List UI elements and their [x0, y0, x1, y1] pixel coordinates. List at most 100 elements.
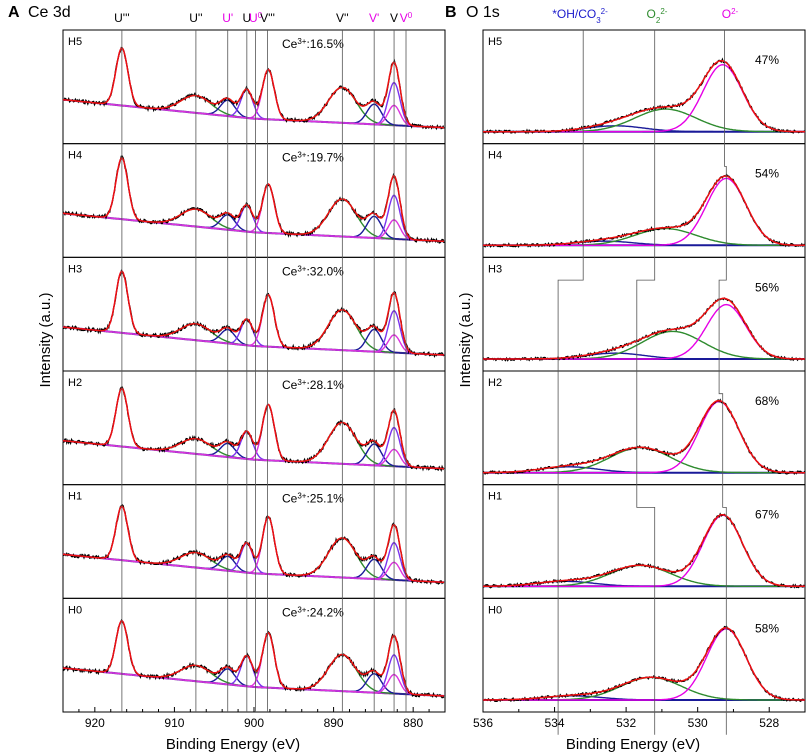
x-tick-label: 920	[85, 716, 105, 730]
lattice-oxygen-component-line	[483, 303, 805, 360]
component-Vmain-line	[62, 212, 445, 242]
ce3-superscript: 3+	[297, 37, 306, 46]
lattice-oxygen-percent: 58%	[755, 621, 779, 635]
legend-entry: O2-	[722, 7, 739, 22]
raw-data-line	[482, 57, 806, 135]
legend-entry: *OH/CO32-	[552, 7, 608, 25]
legend-sup: 2-	[660, 7, 667, 16]
subplot-frame	[482, 29, 806, 145]
subplot-frame	[482, 143, 806, 258]
ce3-value: :24.2%	[306, 605, 344, 619]
x-tick-label: 534	[545, 716, 565, 730]
panel-a-chart: H5 Ce3+:16.5%H4 Ce3+:19.7%H3 Ce3+:32.0%H2 Ce…	[62, 29, 446, 730]
ce3-fraction-label: Ce3+:19.7%	[282, 150, 344, 165]
raw-data-line	[482, 398, 806, 475]
lattice-guide-line	[718, 30, 727, 735]
subplot-frame	[482, 484, 806, 599]
envelope-line	[62, 157, 445, 243]
panel-b-letter: B	[445, 4, 457, 21]
ce3d-subplot-H1: H1 Ce3+:25.1%	[62, 484, 446, 599]
ce3-value: :32.0%	[306, 264, 344, 278]
lattice-oxygen-component-line	[483, 63, 805, 133]
sample-label: H2	[68, 377, 82, 389]
lattice-oxygen-percent: 68%	[755, 394, 779, 408]
component-U-line	[62, 208, 445, 242]
ce3d-subplot-H4: H4 Ce3+:19.7%	[62, 143, 446, 258]
legend-sub: 3	[596, 16, 601, 25]
x-tick-label: 528	[759, 716, 779, 730]
x-tick-label: 880	[403, 716, 423, 730]
o1s-subplot-H5: H5 47%	[482, 29, 806, 145]
o1s-subplot-H2: H2 68%	[482, 370, 806, 486]
raw-data-line	[482, 625, 806, 703]
raw-data-line	[482, 512, 806, 589]
x-tick-label: 890	[324, 716, 344, 730]
legend-sup: 2-	[601, 7, 608, 16]
subplot-frame	[62, 484, 446, 599]
ce3-text: Ce	[282, 151, 298, 165]
peak-label: U'''	[114, 11, 130, 25]
x-tick-label: 530	[688, 716, 708, 730]
lattice-oxygen-percent: 67%	[755, 508, 779, 522]
o1s-subplot-H1: H1 67%	[482, 484, 806, 599]
peak-label: U'	[222, 11, 233, 25]
legend-main: O	[647, 7, 656, 21]
peroxide-component-line	[483, 676, 805, 701]
peak-label-sup: 0	[408, 11, 413, 20]
panel-b-xlabel: Binding Energy (eV)	[566, 736, 700, 753]
envelope-line	[62, 505, 445, 584]
peroxide-guide-line	[636, 30, 656, 735]
sample-label: H3	[488, 263, 502, 275]
ce3-fraction-label: Ce3+:25.1%	[282, 491, 344, 506]
ce3-value: :16.5%	[306, 37, 344, 51]
ce3-text: Ce	[282, 605, 298, 619]
panel-b-title: O 1s	[466, 4, 500, 21]
panel-a-ylabel: Intensity (a.u.)	[37, 292, 54, 387]
sample-label: H1	[68, 491, 82, 503]
panel-a-header: A Ce 3d	[8, 4, 71, 21]
peak-label: V	[390, 11, 398, 25]
peak-label: U0	[249, 11, 263, 26]
peak-label: U	[243, 11, 252, 25]
ce3-value: :25.1%	[306, 492, 344, 506]
peak-label-main: V	[400, 11, 408, 25]
peak-label-sup: 0	[258, 11, 263, 20]
o1s-subplot-H3: H3 56%	[482, 256, 806, 372]
component-Vmain-line	[62, 553, 445, 583]
peak-label: V0	[400, 11, 413, 26]
o1s-subplot-H0: H0 58%	[482, 597, 806, 713]
hydroxyl-guide-line	[557, 30, 584, 735]
x-tick-label: 536	[473, 716, 493, 730]
envelope-line	[482, 513, 805, 588]
ce3d-subplot-H3: H3 Ce3+:32.0%	[62, 256, 446, 372]
legend-main: O	[722, 7, 731, 21]
component-Vmain-line	[62, 440, 444, 470]
lattice-oxygen-percent: 54%	[755, 167, 779, 181]
peak-label: U''	[189, 11, 202, 25]
ce3-fraction-label: Ce3+:16.5%	[282, 37, 344, 52]
subplot-frame	[482, 597, 806, 713]
sample-label: H0	[488, 604, 502, 616]
envelope-line	[483, 399, 805, 474]
ce3-text: Ce	[282, 492, 298, 506]
envelope-line	[483, 627, 805, 701]
ce3-fraction-label: Ce3+:28.1%	[282, 378, 344, 393]
envelope-line	[483, 297, 805, 360]
o1s-subplot-H4: H4 54%	[482, 143, 806, 258]
ce3-value: :28.1%	[306, 378, 344, 392]
component-U-line	[62, 88, 444, 129]
component-Vmain-line	[62, 667, 445, 697]
sample-label: H5	[68, 36, 82, 48]
ce3-superscript: 3+	[297, 491, 306, 500]
sample-label: H5	[488, 36, 502, 48]
sample-label: H0	[68, 604, 82, 616]
component-U-line	[62, 204, 445, 242]
component-Vmain-line	[62, 99, 444, 129]
ce3d-subplot-H5: H5 Ce3+:16.5%	[62, 29, 446, 145]
envelope-line	[483, 59, 805, 133]
legend-entry: O22-	[647, 7, 668, 25]
legend-main: *OH/CO	[552, 7, 596, 21]
lattice-oxygen-component-line	[483, 628, 805, 701]
ce3-superscript: 3+	[297, 605, 306, 614]
lattice-oxygen-percent: 47%	[755, 53, 779, 67]
